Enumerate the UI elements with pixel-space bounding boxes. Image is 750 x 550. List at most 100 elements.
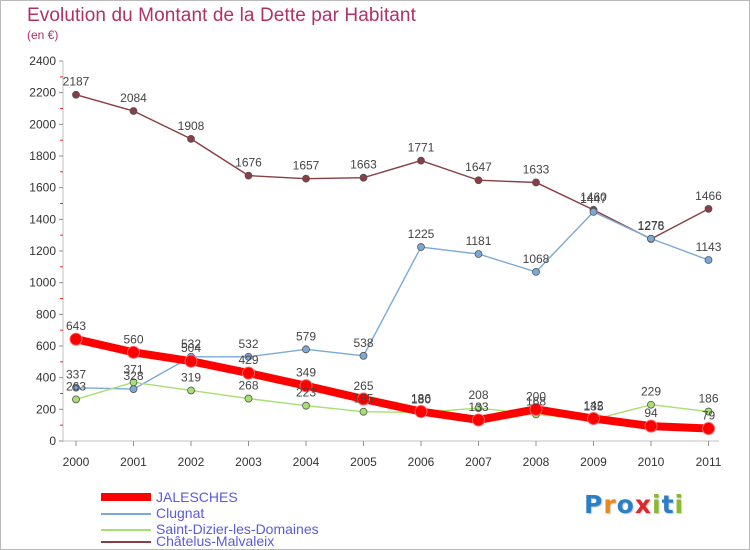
series-lines [72,94,713,433]
data-label: 429 [238,353,258,367]
data-labels: 2187 2084 1908 1676 1657 1663 1771 1647 1633 1460… [63,75,723,423]
data-label: 1771 [408,141,435,155]
chart-title: Evolution du Montant de la Dette par Hab… [27,5,416,26]
data-point [302,345,310,354]
y-tick-label: 1000 [29,276,56,290]
logo-letter: r [603,490,617,519]
legend-swatch [101,541,151,543]
data-label: 1657 [293,159,320,173]
y-tick-label: 2200 [29,86,56,100]
data-label: 186 [698,392,718,406]
x-tick-label: 2004 [293,455,320,469]
data-point [299,379,313,393]
x-tick-label: 2010 [638,455,665,469]
data-point [244,394,253,403]
x-tick-label: 2000 [63,455,90,469]
data-point [702,421,715,435]
x-tick-label: 2005 [350,455,377,469]
data-point [357,392,370,406]
data-label: 185 [353,392,373,406]
y-tick-label: 1600 [29,181,56,195]
data-point [474,404,483,412]
data-point [359,173,368,182]
data-point [244,352,253,361]
legend-label: Saint-Dizier-les-Domaines [156,521,319,537]
logo-letter: i [652,490,662,519]
data-point [532,178,540,187]
data-label: 268 [238,379,258,393]
data-point [72,383,80,392]
legend-label: JALESCHES [156,489,238,505]
data-label: 1278 [638,219,665,233]
data-label: 79 [702,408,716,422]
data-point [474,250,483,258]
data-point [302,401,310,410]
y-tick-label: 2000 [29,117,56,131]
legend-swatch [101,529,151,531]
data-label: 337 [66,368,86,382]
y-tick-label: 1400 [29,212,56,226]
data-label: 1225 [408,227,435,241]
data-point [532,267,540,276]
logo-letter: t [661,490,675,519]
data-label: 1068 [523,252,550,266]
data-label: 94 [644,406,658,420]
chart-unit: (en €) [27,28,59,42]
data-label: 532 [181,337,201,351]
data-label: 180 [411,393,431,407]
data-point [187,386,195,395]
data-label: 1663 [350,158,377,172]
data-label: 349 [296,366,316,380]
data-point [647,400,655,409]
data-point [359,351,368,360]
data-label: 186 [411,392,431,406]
series-line-2 [75,381,710,421]
data-label: 263 [66,379,86,393]
data-label: 1276 [638,219,665,233]
data-point [704,407,713,416]
data-point [417,243,425,251]
data-point [472,413,485,427]
y-tick-label: 200 [36,402,56,416]
data-point [127,345,140,359]
x-tick-label: 2009 [580,455,607,469]
x-tick-label: 2011 [696,455,722,469]
y-tick-label: 2400 [29,54,56,68]
data-label: 229 [641,385,661,399]
data-label: 371 [123,362,143,376]
data-point [417,156,425,165]
legend-swatch [101,513,151,515]
data-point [187,134,195,143]
data-label: 133 [468,400,488,414]
legend-label: Clugnat [156,505,205,521]
data-label: 538 [353,336,373,350]
data-label: 1181 [466,234,492,248]
data-point [589,207,598,216]
data-label: 504 [181,341,201,355]
y-tick-label: 400 [36,371,56,385]
x-tick-label: 2007 [465,455,492,469]
data-point [587,412,600,426]
data-label: 1676 [235,156,262,170]
data-label: 1460 [580,190,607,204]
series-line-0 [72,335,713,433]
logo-letter: x [634,490,652,519]
x-tick-label: 2006 [408,455,435,469]
logo-letter: P [584,490,604,519]
data-label: 1647 [465,160,492,174]
legend-label: Châtelus-Malvaleix [156,533,275,549]
y-tick-label: 800 [36,307,56,321]
y-tick-label: 0 [49,434,56,448]
data-point [414,405,428,419]
data-label: 328 [123,369,143,383]
data-point [704,256,713,264]
data-point [704,204,713,213]
x-tick-label: 2008 [523,455,550,469]
data-label: 1447 [580,192,607,206]
data-label: 1633 [523,162,550,176]
data-point [72,395,80,404]
series-line-3 [75,94,710,240]
data-point [184,354,198,368]
data-point [359,407,368,416]
